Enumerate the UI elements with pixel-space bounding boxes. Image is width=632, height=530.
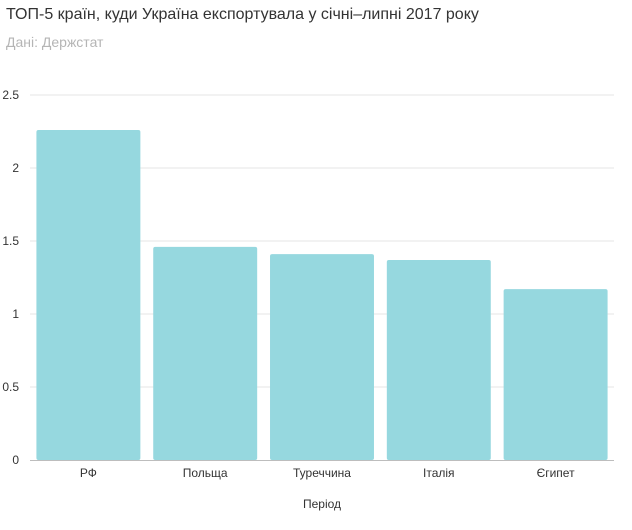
bars	[36, 130, 608, 461]
y-tick-label: 0	[12, 453, 19, 467]
y-tick-label: 1	[12, 307, 19, 321]
x-axis-title: Період	[303, 497, 341, 511]
y-tick-label: 0.5	[2, 380, 19, 394]
x-tick-label: Туреччина	[293, 466, 351, 480]
chart-subtitle: Дані: Держстат	[6, 34, 104, 50]
x-axis-ticks: РФ Польща Туреччина Італія Єгипет	[80, 466, 575, 480]
bar	[153, 246, 258, 460]
y-tick-label: 2.5	[2, 88, 19, 102]
x-tick-label: РФ	[80, 466, 97, 480]
y-axis-ticks: 0 0.5 1 1.5 2 2.5	[2, 88, 19, 467]
y-tick-label: 2	[12, 161, 19, 175]
y-tick-label: 1.5	[2, 234, 19, 248]
bar	[503, 289, 608, 460]
bar	[386, 259, 491, 460]
x-tick-label: Італія	[423, 466, 455, 480]
bar	[36, 130, 141, 461]
bar	[270, 254, 374, 460]
x-tick-label: Польща	[183, 466, 228, 480]
chart-title: ТОП-5 країн, куди Україна експортувала у…	[6, 6, 479, 23]
x-tick-label: Єгипет	[537, 466, 575, 480]
